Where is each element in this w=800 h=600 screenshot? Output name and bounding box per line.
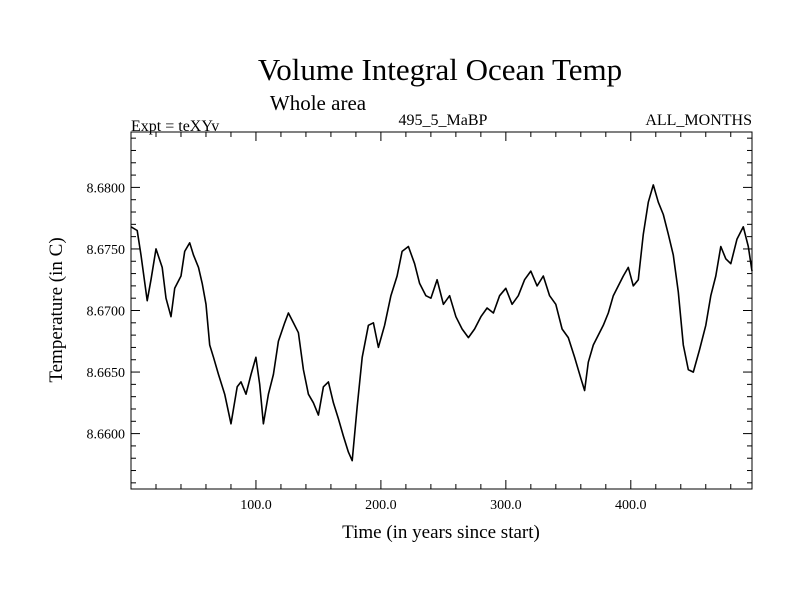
y-tick-label: 8.6650: [87, 366, 126, 381]
months-label: ALL_MONTHS: [645, 112, 752, 129]
chart-title: Volume Integral Ocean Temp: [258, 52, 622, 87]
x-axis-tick-labels: 100.0 200.0 300.0 400.0: [240, 498, 646, 513]
chart-subtitle: Whole area: [270, 91, 367, 115]
period-label: 495_5_MaBP: [399, 112, 488, 129]
y-tick-label: 8.6700: [87, 305, 126, 320]
y-tick-label: 8.6800: [87, 181, 126, 196]
x-tick-label: 300.0: [490, 498, 522, 513]
y-axis-ticks: [131, 137, 752, 484]
series-line: [130, 184, 753, 462]
y-tick-label: 8.6750: [87, 243, 126, 258]
y-axis-tick-labels: 8.6600 8.6650 8.6700 8.6750 8.6800: [87, 181, 126, 442]
experiment-label: Expt = teXYv: [131, 118, 219, 135]
x-tick-label: 100.0: [240, 498, 272, 513]
plot-frame: [130, 131, 753, 490]
y-axis-label: Temperature (in C): [46, 237, 67, 382]
x-tick-label: 200.0: [365, 498, 397, 513]
x-tick-label: 400.0: [615, 498, 647, 513]
x-axis-label: Time (in years since start): [342, 522, 540, 543]
x-axis-ticks: [155, 132, 732, 489]
y-tick-label: 8.6600: [87, 428, 126, 443]
